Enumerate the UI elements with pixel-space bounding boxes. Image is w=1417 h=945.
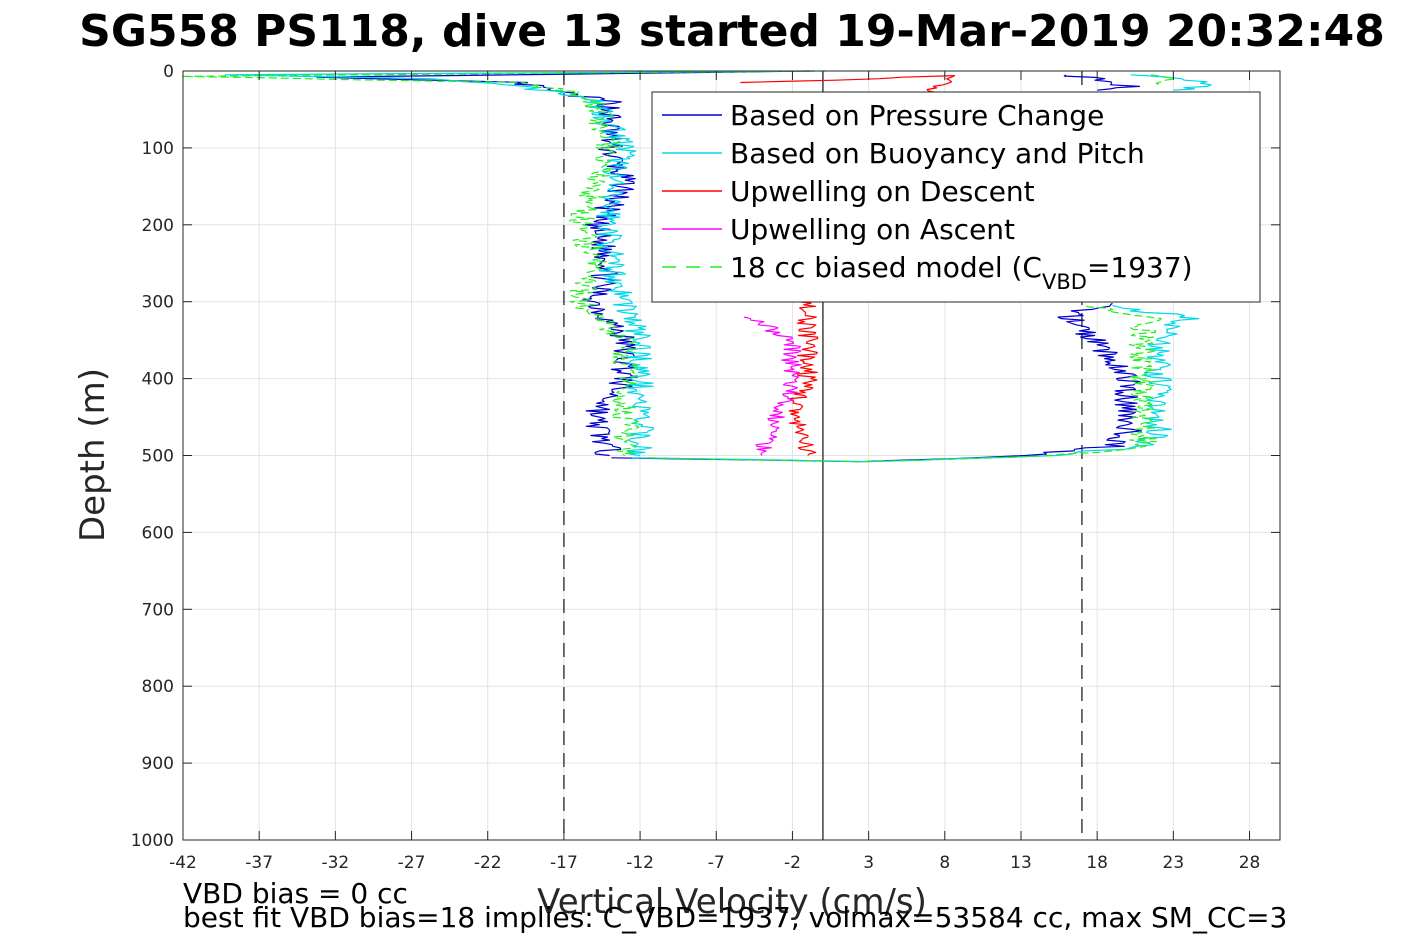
x-tick-label: -42 — [169, 853, 197, 873]
legend-label: 18 cc biased model (CVBD=1937) — [730, 251, 1193, 294]
x-tick-label: -32 — [321, 853, 349, 873]
x-tick-label: 23 — [1163, 853, 1185, 873]
y-tick-label: 100 — [142, 139, 174, 159]
series-line — [611, 302, 1142, 463]
footer-best-fit: best fit VBD bias=18 implies: C_VBD=1937… — [183, 901, 1287, 934]
y-tick-label: 600 — [142, 523, 174, 543]
x-tick-label: -7 — [708, 853, 725, 873]
legend-box — [651, 91, 1261, 303]
y-tick-label: 1000 — [131, 831, 174, 851]
x-tick-label: -22 — [474, 853, 502, 873]
x-tick-label: -12 — [626, 853, 654, 873]
axis-ticks: -42 -37 -32 -27 -22 -17 -12 -7 -2 3 8 13 18 23 28 0 100 2… — [131, 62, 1280, 873]
x-axis-label: Vertical Velocity (cm/s) — [537, 882, 927, 922]
x-tick-label: 13 — [1010, 853, 1032, 873]
series-line — [743, 316, 802, 456]
series-line — [180, 70, 827, 457]
series-line — [1151, 74, 1175, 87]
y-tick-label: 300 — [142, 293, 174, 313]
y-tick-label: 900 — [142, 754, 174, 774]
y-tick-label: 200 — [142, 216, 174, 236]
footer-vbd-bias: VBD bias = 0 cc — [183, 877, 408, 910]
y-tick-label: 400 — [142, 370, 174, 390]
x-tick-label: -37 — [245, 853, 273, 873]
x-tick-label: 18 — [1086, 853, 1108, 873]
x-tick-label: 3 — [863, 853, 874, 873]
chart-title: SG558 PS118, dive 13 started 19-Mar-2019… — [79, 6, 1385, 57]
legend: Based on Pressure Change Based on Buoyanc… — [651, 91, 1261, 303]
y-tick-label: 800 — [142, 677, 174, 697]
series-line — [224, 70, 815, 457]
x-tick-label: 8 — [939, 853, 950, 873]
legend-label: Upwelling on Ascent — [730, 213, 1015, 246]
series-line — [648, 304, 1162, 463]
x-tick-label: -2 — [784, 853, 801, 873]
legend-label: Based on Buoyancy and Pitch — [730, 137, 1145, 170]
legend-label: Based on Pressure Change — [730, 99, 1104, 132]
x-tick-label: -17 — [550, 853, 578, 873]
y-tick-label: 0 — [163, 62, 174, 82]
x-tick-label: -27 — [398, 853, 426, 873]
legend-label: Upwelling on Descent — [730, 175, 1035, 208]
x-tick-label: 28 — [1239, 853, 1261, 873]
series-line — [1063, 74, 1141, 91]
y-axis-label: Depth (m) — [73, 368, 113, 542]
y-tick-label: 700 — [142, 600, 174, 620]
y-tick-label: 500 — [142, 447, 174, 467]
